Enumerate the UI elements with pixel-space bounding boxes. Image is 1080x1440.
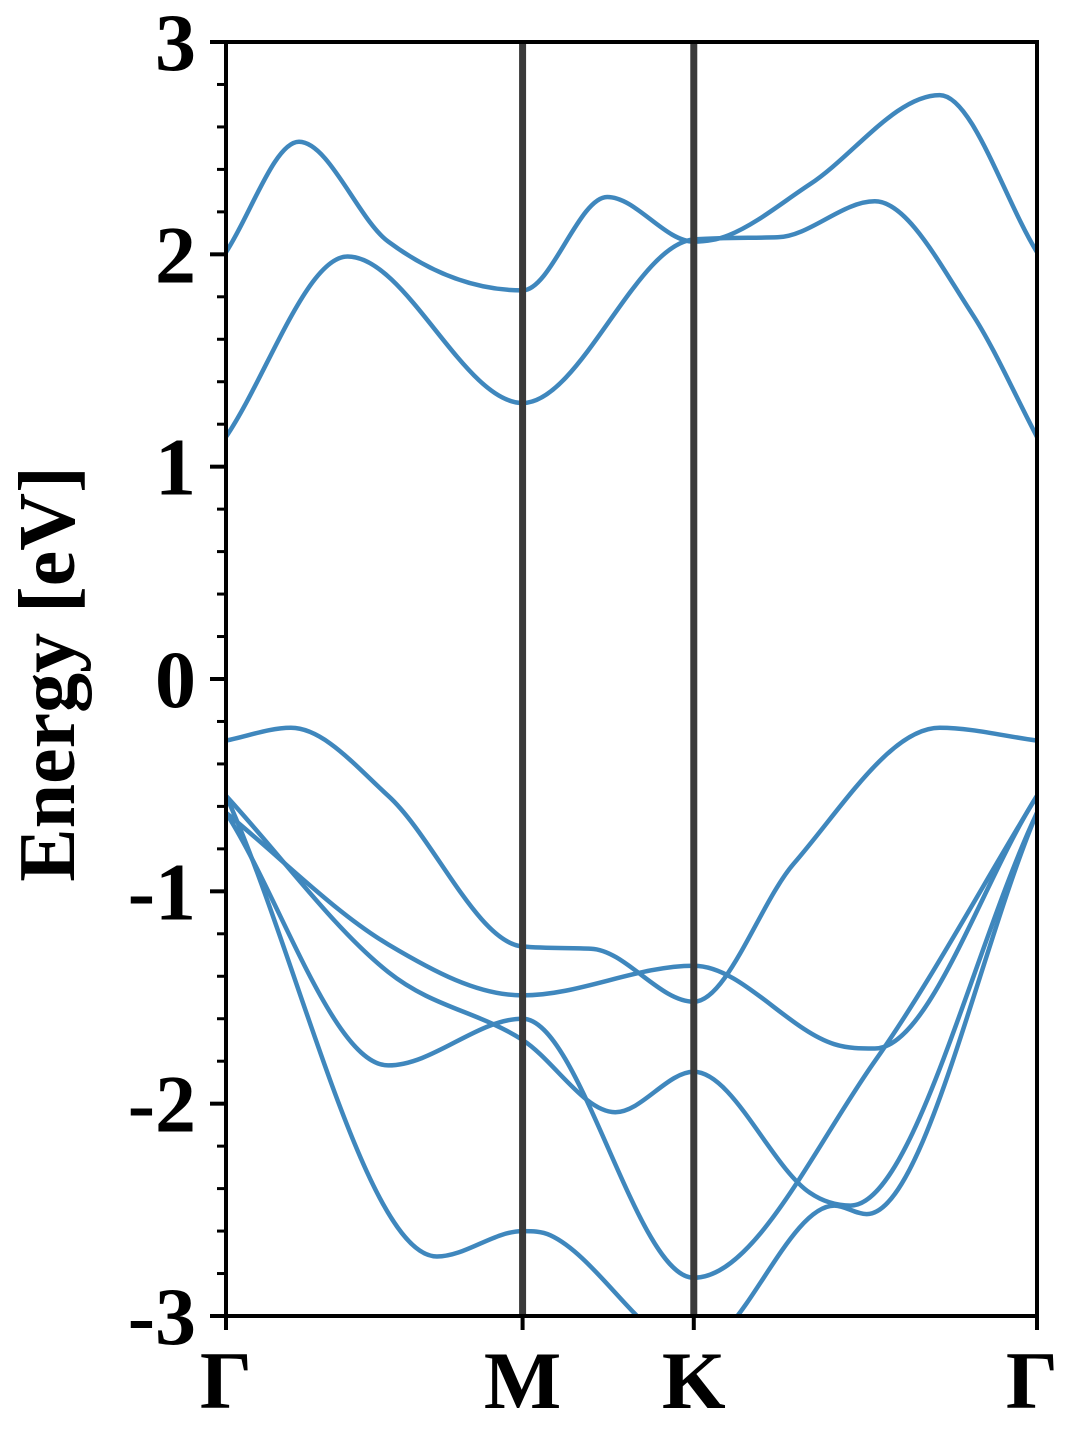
high-symmetry-lines (519, 42, 698, 1316)
x-tick-label-Γ: Γ (1006, 1335, 1058, 1426)
plot-frame (224, 40, 1039, 1318)
y-tick-label: 0 (155, 634, 196, 725)
x-tick-label-M: M (484, 1335, 561, 1426)
band-line-7 (226, 793, 641, 1316)
band-line-4 (226, 793, 1037, 1051)
x-tick-label-K: K (662, 1335, 726, 1426)
y-axis-label: Energy [eV] (4, 466, 92, 881)
y-tick-label: -1 (128, 846, 196, 937)
band-line-2 (226, 199, 1037, 440)
y-tick-label: 3 (155, 0, 196, 88)
band-line-1 (226, 92, 1037, 293)
y-tick-label: -3 (128, 1271, 196, 1362)
y-tick-label: -2 (128, 1059, 196, 1150)
x-tick-label-Γ: Γ (200, 1335, 252, 1426)
tick-labels: -3 -2 -1 0 1 2 3 Γ M K Γ (128, 0, 1058, 1426)
bands-layer (226, 92, 1037, 1316)
y-tick-label: 2 (155, 209, 196, 300)
band-line-5 (226, 793, 1037, 1208)
band-line-6 (226, 793, 1037, 1281)
band-line-3 (226, 725, 1037, 1004)
y-tick-label: 1 (155, 422, 196, 513)
band-line-8 (734, 810, 1037, 1316)
